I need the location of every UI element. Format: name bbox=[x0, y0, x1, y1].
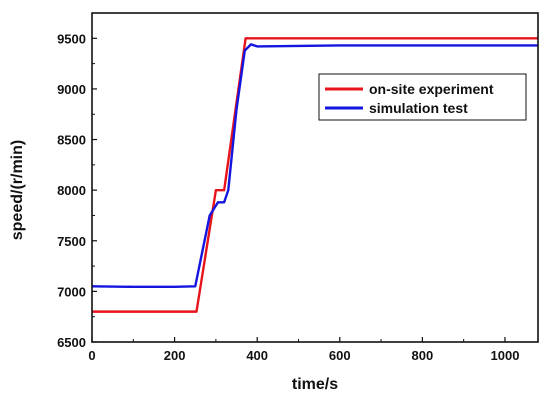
x-tick-label: 600 bbox=[329, 348, 351, 363]
y-tick-label: 6500 bbox=[57, 335, 86, 350]
x-tick-label: 1000 bbox=[491, 348, 520, 363]
plot-area bbox=[92, 13, 538, 342]
y-tick-label: 9000 bbox=[57, 82, 86, 97]
y-tick-label: 9500 bbox=[57, 31, 86, 46]
y-tick-label: 7000 bbox=[57, 284, 86, 299]
x-tick-label: 400 bbox=[246, 348, 268, 363]
x-tick-label: 800 bbox=[412, 348, 434, 363]
y-tick-label: 8500 bbox=[57, 133, 86, 148]
plot-frame bbox=[91, 12, 539, 343]
x-axis-title: time/s bbox=[292, 376, 338, 393]
y-tick-label: 8000 bbox=[57, 183, 86, 198]
x-tick-label: 0 bbox=[88, 348, 95, 363]
legend-label-simulation-test: simulation test bbox=[369, 100, 468, 116]
y-tick-label: 7500 bbox=[57, 234, 86, 249]
y-axis-title: speed/(r/min) bbox=[9, 140, 26, 240]
legend-label-on-site-experiment: on-site experiment bbox=[369, 81, 494, 97]
x-tick-label: 200 bbox=[164, 348, 186, 363]
series-line-simulation-test bbox=[92, 43, 538, 289]
legend-box bbox=[318, 73, 527, 121]
series-line-on-site-experiment bbox=[92, 37, 538, 313]
